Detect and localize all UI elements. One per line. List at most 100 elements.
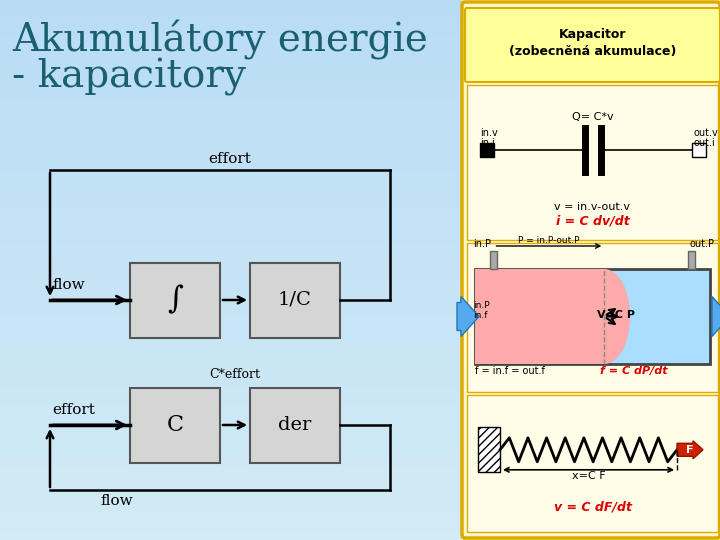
Bar — [0, 450, 462, 459]
Bar — [0, 243, 462, 252]
Text: in.v: in.v — [480, 128, 498, 138]
Bar — [0, 351, 462, 360]
Bar — [0, 405, 462, 414]
Bar — [0, 45, 462, 54]
Text: - kapacitory: - kapacitory — [12, 58, 246, 96]
Bar — [0, 54, 462, 63]
FancyBboxPatch shape — [250, 262, 340, 338]
Bar — [0, 234, 462, 243]
Bar — [467, 85, 718, 240]
Bar — [0, 270, 462, 279]
Bar — [0, 414, 462, 423]
Bar — [0, 63, 462, 72]
FancyBboxPatch shape — [130, 388, 220, 462]
Text: C: C — [166, 414, 184, 436]
Bar — [0, 486, 462, 495]
Bar — [0, 153, 462, 162]
Text: out.v: out.v — [693, 128, 718, 138]
Bar — [0, 36, 462, 45]
Bar — [0, 360, 462, 369]
Bar — [0, 432, 462, 441]
Bar — [0, 387, 462, 396]
Text: in.P: in.P — [473, 301, 490, 310]
Bar — [0, 504, 462, 513]
Bar — [475, 269, 604, 364]
Bar — [0, 441, 462, 450]
Text: x=C F: x=C F — [572, 471, 606, 481]
Bar — [0, 459, 462, 468]
FancyArrow shape — [677, 441, 703, 459]
Text: out.P: out.P — [690, 239, 715, 249]
Bar — [692, 143, 706, 157]
Text: in.f: in.f — [473, 310, 487, 320]
Text: f = in.f = out.f: f = in.f = out.f — [475, 366, 545, 376]
Bar — [0, 18, 462, 27]
Bar — [0, 423, 462, 432]
Bar — [0, 198, 462, 207]
Text: effort: effort — [52, 403, 95, 417]
Bar — [0, 261, 462, 270]
Bar — [0, 306, 462, 315]
Bar — [0, 144, 462, 153]
Text: V=C P: V=C P — [598, 309, 635, 320]
Bar — [0, 135, 462, 144]
Text: flow: flow — [100, 494, 132, 508]
Text: F: F — [686, 445, 694, 455]
Text: flow: flow — [52, 278, 85, 292]
Bar — [0, 324, 462, 333]
FancyArrow shape — [457, 296, 479, 336]
FancyBboxPatch shape — [462, 2, 720, 538]
Bar — [0, 369, 462, 378]
Bar — [0, 378, 462, 387]
Text: effort: effort — [209, 152, 251, 166]
Text: v = C dF/dt: v = C dF/dt — [554, 501, 631, 514]
Bar — [0, 252, 462, 261]
Text: in.P: in.P — [473, 239, 491, 249]
Text: C*effort: C*effort — [210, 368, 261, 381]
Bar — [0, 522, 462, 531]
Bar — [0, 342, 462, 351]
Text: v = in.v-out.v: v = in.v-out.v — [554, 202, 631, 212]
Text: ∫: ∫ — [167, 285, 183, 315]
Text: Q= C*v: Q= C*v — [572, 112, 613, 122]
Text: der: der — [279, 416, 312, 434]
Bar — [462, 0, 720, 540]
Bar — [0, 189, 462, 198]
Text: Kapacitor
(zobecněná akumulace): Kapacitor (zobecněná akumulace) — [509, 28, 676, 58]
Bar — [0, 162, 462, 171]
Bar — [490, 251, 497, 269]
Text: 1/C: 1/C — [278, 291, 312, 309]
Bar — [480, 143, 494, 157]
Bar — [0, 396, 462, 405]
Text: P = in.P-out.P: P = in.P-out.P — [518, 236, 580, 245]
Text: f = C dP/dt: f = C dP/dt — [600, 366, 667, 376]
Text: in.i: in.i — [480, 138, 495, 148]
Bar — [0, 207, 462, 216]
FancyBboxPatch shape — [250, 388, 340, 462]
Bar — [0, 117, 462, 126]
Bar — [0, 81, 462, 90]
Bar — [0, 513, 462, 522]
Bar — [0, 108, 462, 117]
Bar — [0, 477, 462, 486]
Text: out.i: out.i — [693, 138, 715, 148]
Bar — [475, 269, 710, 364]
Bar — [478, 427, 500, 472]
Bar — [0, 216, 462, 225]
Text: i = C dv/dt: i = C dv/dt — [556, 215, 629, 228]
Bar — [0, 171, 462, 180]
Bar — [0, 288, 462, 297]
FancyBboxPatch shape — [130, 262, 220, 338]
Bar — [467, 243, 718, 392]
Bar — [0, 126, 462, 135]
Bar — [0, 297, 462, 306]
Bar — [0, 531, 462, 540]
Bar — [0, 279, 462, 288]
FancyBboxPatch shape — [465, 8, 720, 82]
Bar — [0, 0, 462, 9]
Ellipse shape — [578, 269, 630, 364]
Bar — [0, 99, 462, 108]
Bar — [467, 395, 718, 532]
Bar — [0, 495, 462, 504]
Bar — [0, 225, 462, 234]
